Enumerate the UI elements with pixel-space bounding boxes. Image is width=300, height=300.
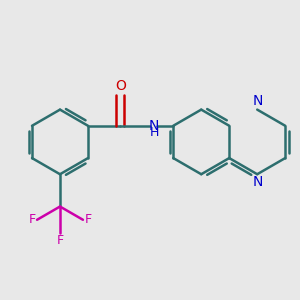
Text: O: O <box>115 79 126 93</box>
Text: N: N <box>253 176 263 189</box>
Text: F: F <box>84 213 92 226</box>
Text: N: N <box>149 119 159 133</box>
Text: F: F <box>28 213 36 226</box>
Text: N: N <box>253 94 263 109</box>
Text: H: H <box>149 126 159 139</box>
Text: F: F <box>56 234 64 247</box>
